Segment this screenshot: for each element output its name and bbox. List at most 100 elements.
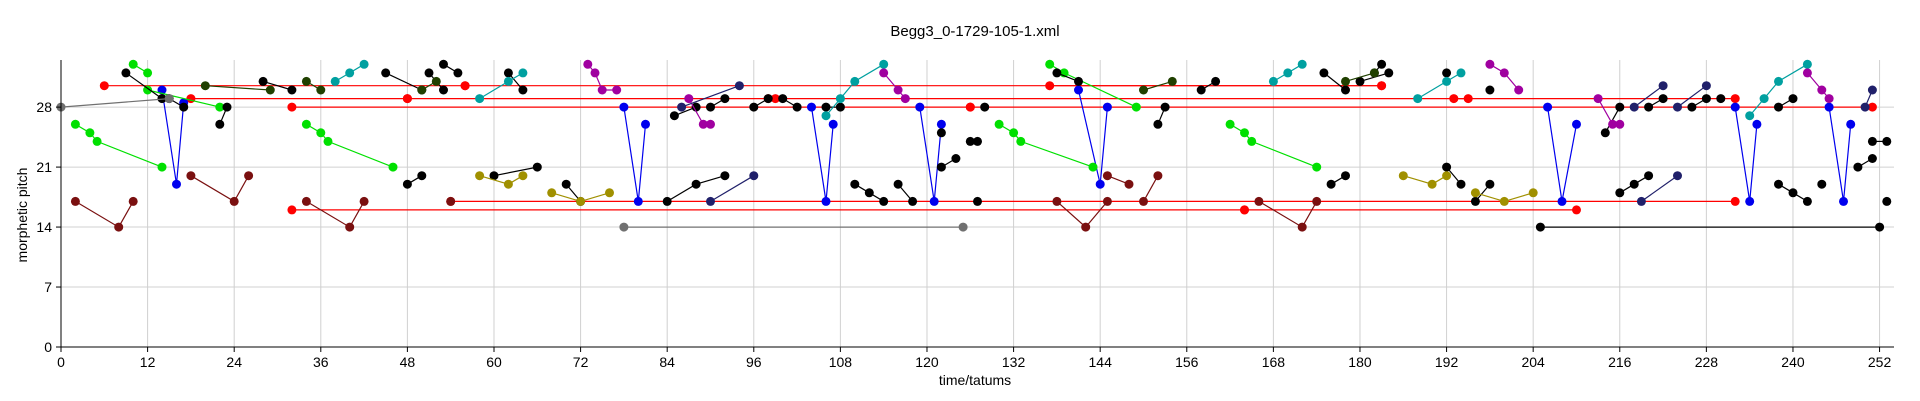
data-point: [619, 102, 629, 112]
data-point: [1745, 196, 1755, 206]
series-line: [479, 175, 524, 185]
data-point: [908, 196, 918, 206]
data-point: [900, 94, 910, 104]
data-point: [417, 171, 427, 181]
data-point: [200, 81, 210, 91]
data-point: [1882, 196, 1892, 206]
series-group: [1636, 171, 1682, 206]
data-point: [1427, 179, 1437, 189]
data-point: [143, 68, 153, 78]
data-point: [1153, 171, 1163, 181]
data-point: [1629, 102, 1639, 112]
x-tick-label: 0: [57, 354, 65, 370]
data-point: [1846, 119, 1856, 129]
series-group: [850, 179, 889, 206]
series-group: [821, 59, 889, 121]
series-group: [684, 94, 715, 129]
data-point: [503, 76, 513, 86]
x-tick-label: 228: [1695, 354, 1719, 370]
data-point: [1045, 81, 1055, 91]
data-point: [1297, 222, 1307, 232]
data-point: [1499, 196, 1509, 206]
data-point: [1701, 81, 1711, 91]
data-point: [258, 76, 268, 86]
series-group: [879, 68, 910, 104]
y-tick-label: 0: [44, 339, 52, 355]
data-point: [402, 94, 412, 104]
series-group: [475, 171, 528, 189]
data-point: [749, 171, 759, 181]
data-point: [518, 85, 528, 95]
data-point: [1442, 68, 1452, 78]
series-group: [215, 102, 232, 129]
data-point: [619, 222, 629, 232]
data-point: [157, 85, 167, 95]
data-point: [1297, 59, 1307, 69]
data-point: [1759, 94, 1769, 104]
x-tick-label: 108: [829, 354, 853, 370]
data-point: [821, 102, 831, 112]
series-group: [121, 68, 167, 104]
data-point: [388, 162, 398, 172]
x-tick-label: 12: [140, 354, 156, 370]
data-point: [1326, 179, 1336, 189]
data-point: [936, 119, 946, 129]
data-point: [1774, 76, 1783, 86]
data-point: [1636, 196, 1646, 206]
data-point: [1875, 222, 1885, 232]
data-point: [489, 171, 499, 181]
data-point: [1319, 68, 1329, 78]
series-line: [681, 85, 740, 108]
series-group: [936, 154, 961, 172]
data-point: [1312, 196, 1322, 206]
data-point: [287, 102, 297, 112]
data-point: [734, 81, 744, 91]
data-point: [691, 179, 701, 189]
series-line: [1345, 72, 1375, 82]
series-group: [439, 59, 463, 78]
data-point: [1730, 94, 1740, 104]
series-group: [1398, 171, 1452, 189]
series-group: [677, 81, 744, 112]
data-point: [669, 111, 679, 121]
series-line: [306, 123, 394, 168]
series-group: [1225, 119, 1322, 172]
data-point: [229, 196, 239, 206]
data-point: [749, 102, 759, 112]
x-tick-label: 96: [746, 354, 762, 370]
data-point: [807, 102, 816, 112]
data-point: [706, 119, 715, 129]
data-point: [1882, 136, 1892, 146]
series-group: [128, 59, 153, 78]
data-point: [1413, 94, 1423, 104]
data-point: [1074, 76, 1083, 86]
data-point: [1499, 68, 1509, 78]
data-point: [1658, 81, 1668, 91]
data-point: [691, 102, 701, 112]
data-point: [633, 196, 643, 206]
x-axis-label: time/tatums: [939, 372, 1011, 388]
series-group: [706, 94, 730, 112]
series-line: [306, 200, 365, 228]
data-point: [1341, 171, 1350, 181]
data-point: [503, 179, 513, 189]
data-point: [1167, 76, 1177, 86]
data-point: [1535, 222, 1545, 232]
series-group: [1860, 85, 1877, 112]
data-point: [828, 119, 838, 129]
data-point: [359, 196, 369, 206]
data-point: [1817, 179, 1827, 189]
data-point: [1449, 94, 1459, 104]
data-point: [1088, 162, 1098, 172]
series-group: [1102, 171, 1134, 189]
data-point: [1312, 162, 1322, 172]
data-point: [431, 76, 441, 86]
data-point: [475, 171, 485, 181]
series-group: [99, 81, 470, 91]
x-tick-label: 240: [1781, 354, 1805, 370]
x-tick-label: 204: [1521, 354, 1545, 370]
x-tick-label: 144: [1089, 354, 1113, 370]
data-point: [1160, 102, 1170, 112]
series-group: [980, 102, 990, 112]
data-point: [114, 222, 124, 232]
